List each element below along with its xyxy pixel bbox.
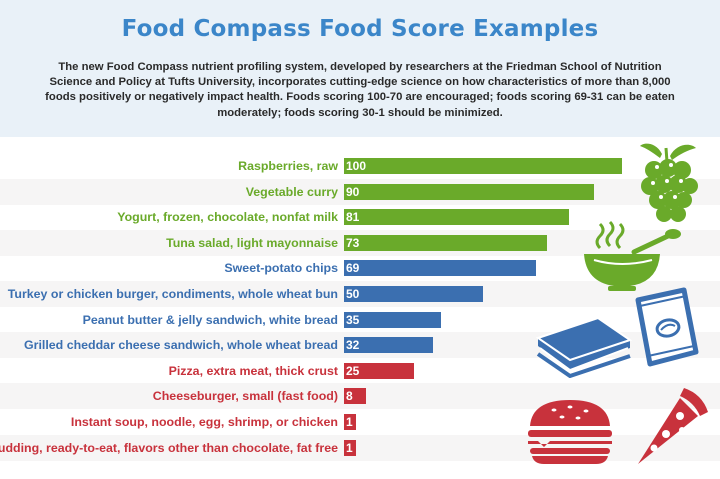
score-bar (344, 184, 594, 200)
score-value: 35 (346, 313, 360, 327)
bar-label: Peanut butter & jelly sandwich, white br… (82, 313, 338, 327)
bar-label: Pizza, extra meat, thick crust (168, 364, 338, 378)
soup-bowl-icon (584, 220, 681, 291)
score-value: 32 (346, 338, 360, 352)
score-value: 1 (346, 441, 353, 455)
score-value: 100 (346, 159, 367, 173)
bar-label: Grilled cheddar cheese sandwich, whole w… (24, 338, 338, 352)
score-value: 69 (346, 261, 360, 275)
score-bar (344, 363, 414, 379)
score-value: 50 (346, 287, 360, 301)
score-value: 81 (346, 210, 360, 224)
intro-text: The new Food Compass nutrient profiling … (45, 61, 675, 119)
sandwich-icon (535, 316, 633, 378)
score-bar (344, 312, 441, 328)
score-bar (344, 414, 356, 430)
score-value: 8 (346, 389, 353, 403)
bar-label: Instant soup, noodle, egg, shrimp, or ch… (70, 415, 338, 429)
bar-label: Tuna salad, light mayonnaise (166, 236, 338, 250)
score-bar (344, 440, 356, 456)
bar-label: Yogurt, frozen, chocolate, nonfat milk (117, 210, 338, 224)
bar-label: Turkey or chicken burger, condiments, wh… (7, 287, 338, 301)
score-value: 25 (346, 364, 360, 378)
chips-bag-icon (635, 287, 699, 367)
score-bar (344, 209, 569, 225)
bar-label: Cheeseburger, small (fast food) (152, 389, 338, 403)
bar-label: Pudding, ready-to-eat, flavors other tha… (0, 441, 338, 455)
score-bar (344, 388, 366, 404)
score-bar (344, 158, 622, 174)
bar-label: Sweet-potato chips (224, 261, 338, 275)
score-value: 73 (346, 236, 360, 250)
header-panel: Food Compass Food Score Examples The new… (0, 0, 720, 137)
bar-label: Vegetable curry (245, 185, 338, 199)
score-bar (344, 337, 433, 353)
score-bar (344, 286, 483, 302)
score-value: 90 (346, 185, 360, 199)
burger-icon (528, 400, 612, 464)
score-value: 1 (346, 415, 353, 429)
bar-label: Raspberries, raw (238, 159, 338, 173)
score-bar (344, 260, 536, 276)
page-title: Food Compass Food Score Examples (121, 16, 599, 42)
pizza-slice-icon (638, 388, 708, 464)
grapes-icon (640, 143, 698, 222)
score-bar (344, 235, 547, 251)
